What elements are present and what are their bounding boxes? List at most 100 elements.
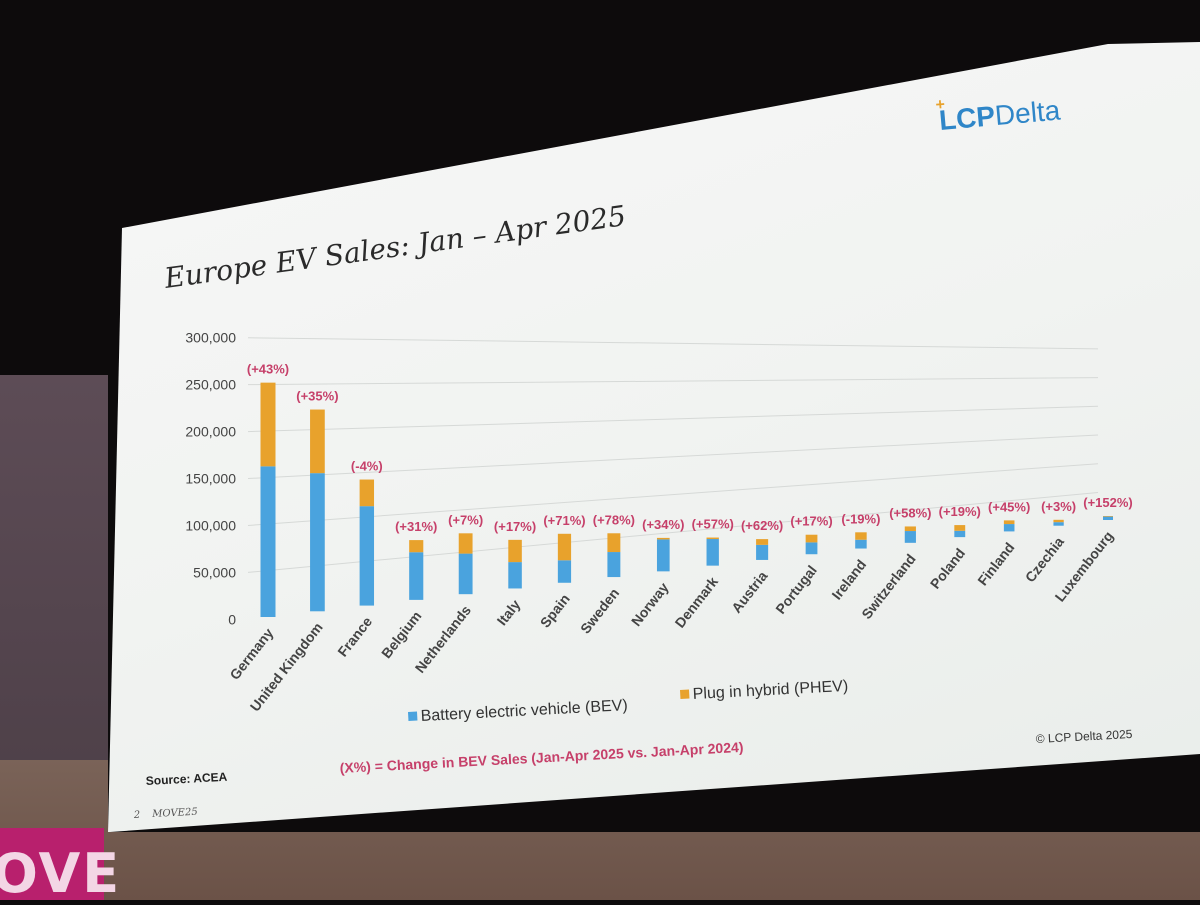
bar-phev [508, 539, 522, 563]
y-tick-label: 150,000 [185, 471, 236, 487]
bar-bev [706, 539, 719, 566]
category-label: Belgium [378, 608, 425, 661]
bar-bev [855, 539, 867, 549]
gridline [247, 377, 1099, 386]
event-name: MOVE25 [151, 807, 198, 820]
logo-lcp: LCP [938, 100, 996, 136]
bar-bev [805, 542, 818, 555]
bar-bev [756, 544, 769, 560]
change-label: (+62%) [741, 518, 783, 533]
category-label: Germany [226, 625, 276, 683]
gridline [247, 491, 1099, 573]
change-label: (-19%) [841, 511, 880, 526]
bar-phev [1003, 520, 1015, 525]
bar-phev [805, 534, 818, 543]
venue-banner-text: OVE [0, 842, 122, 905]
legend: Battery electric vehicle (BEV) Plug in h… [408, 678, 849, 725]
change-label: (+152%) [1083, 495, 1133, 510]
logo-delta: Delta [994, 94, 1062, 131]
change-label: (+35%) [296, 389, 338, 404]
category-label: Norway [628, 579, 672, 629]
y-tick-label: 250,000 [185, 377, 236, 393]
category-label: Portugal [772, 562, 820, 617]
category-label: Italy [494, 596, 524, 628]
y-tick-label: 0 [228, 611, 236, 627]
y-tick-label: 50,000 [193, 564, 236, 580]
category-label: Spain [537, 591, 573, 631]
bar-bev [1053, 522, 1064, 526]
category-label: Ireland [828, 557, 869, 603]
bars [260, 382, 1113, 617]
bar-bev [904, 531, 916, 543]
y-tick-label: 300,000 [185, 330, 236, 346]
category-label: Austria [728, 568, 770, 616]
chart-title: Europe EV Sales: Jan – Apr 2025 [161, 199, 627, 295]
bar-bev [656, 539, 670, 572]
bar-bev [458, 553, 473, 595]
footer: 2 MOVE25 [133, 807, 198, 821]
change-label: (+78%) [593, 512, 635, 527]
source-label: Source: ACEA [145, 770, 228, 788]
category-label: Netherlands [412, 602, 475, 676]
category-label: Poland [927, 545, 968, 592]
bar-bev [359, 506, 375, 606]
bar-bev [557, 560, 572, 583]
gridline [247, 337, 1099, 350]
svg-text:LCPDelta: LCPDelta [938, 94, 1062, 135]
legend-bev-label: Battery electric vehicle (BEV) [420, 697, 628, 725]
bar-bev [260, 466, 276, 617]
change-footnote: (X%) = Change in BEV Sales (Jan-Apr 2025… [339, 739, 743, 776]
bar-bev [607, 552, 621, 578]
gridline [247, 463, 1099, 526]
change-label: (+19%) [939, 504, 981, 519]
category-label: Switzerland [858, 551, 919, 622]
page-number: 2 [133, 810, 141, 821]
bar-phev [1103, 516, 1113, 517]
logo: LCPDelta + [935, 94, 1062, 135]
bar-phev [954, 525, 966, 531]
bar-phev [260, 382, 276, 467]
bar-phev [607, 533, 621, 553]
bar-bev [1103, 516, 1113, 520]
y-tick-label: 100,000 [185, 517, 236, 533]
change-label: (-4%) [351, 459, 383, 474]
legend-bev-swatch [408, 711, 418, 721]
bar-bev [1003, 524, 1015, 532]
bar-phev [706, 537, 719, 540]
category-label: France [334, 613, 375, 659]
bar-phev [1053, 519, 1064, 523]
category-label: Czechia [1022, 534, 1067, 586]
bar-bev [954, 530, 966, 538]
legend-phev-swatch [680, 689, 690, 699]
change-label: (+43%) [247, 362, 289, 377]
bar-phev [310, 409, 325, 474]
category-label: Denmark [672, 573, 722, 630]
bar-bev [310, 473, 325, 612]
bar-phev [458, 533, 473, 554]
bar-phev [359, 479, 375, 507]
venue-banner: OVE [0, 828, 119, 905]
change-label: (+45%) [988, 499, 1030, 514]
bar-phev [756, 539, 769, 545]
bar-phev [409, 540, 424, 553]
change-label: (+7%) [448, 512, 483, 527]
change-label: (+34%) [642, 517, 684, 532]
change-label: (+3%) [1041, 499, 1076, 514]
copyright: © LCP Delta 2025 [1035, 727, 1133, 746]
change-label: (+71%) [543, 513, 585, 528]
change-label: (+57%) [692, 517, 734, 532]
legend-phev-label: Plug in hybrid (PHEV) [692, 678, 848, 703]
bar-bev [409, 552, 424, 600]
bar-phev [656, 537, 670, 540]
bar-phev [557, 533, 572, 561]
category-label: Finland [974, 539, 1017, 588]
gridline [247, 434, 1099, 480]
gridlines [247, 337, 1099, 573]
labels: 300,000 250,000 200,000 150,000 100,000 50,00… [185, 330, 1132, 715]
change-label: (+17%) [494, 519, 536, 534]
change-label: (+58%) [889, 505, 931, 520]
ev-sales-chart: 300,000 250,000 200,000 150,000 100,000 50,00… [133, 94, 1133, 821]
change-label: (+31%) [395, 519, 437, 534]
bar-phev [855, 532, 867, 540]
gridline [247, 405, 1099, 433]
